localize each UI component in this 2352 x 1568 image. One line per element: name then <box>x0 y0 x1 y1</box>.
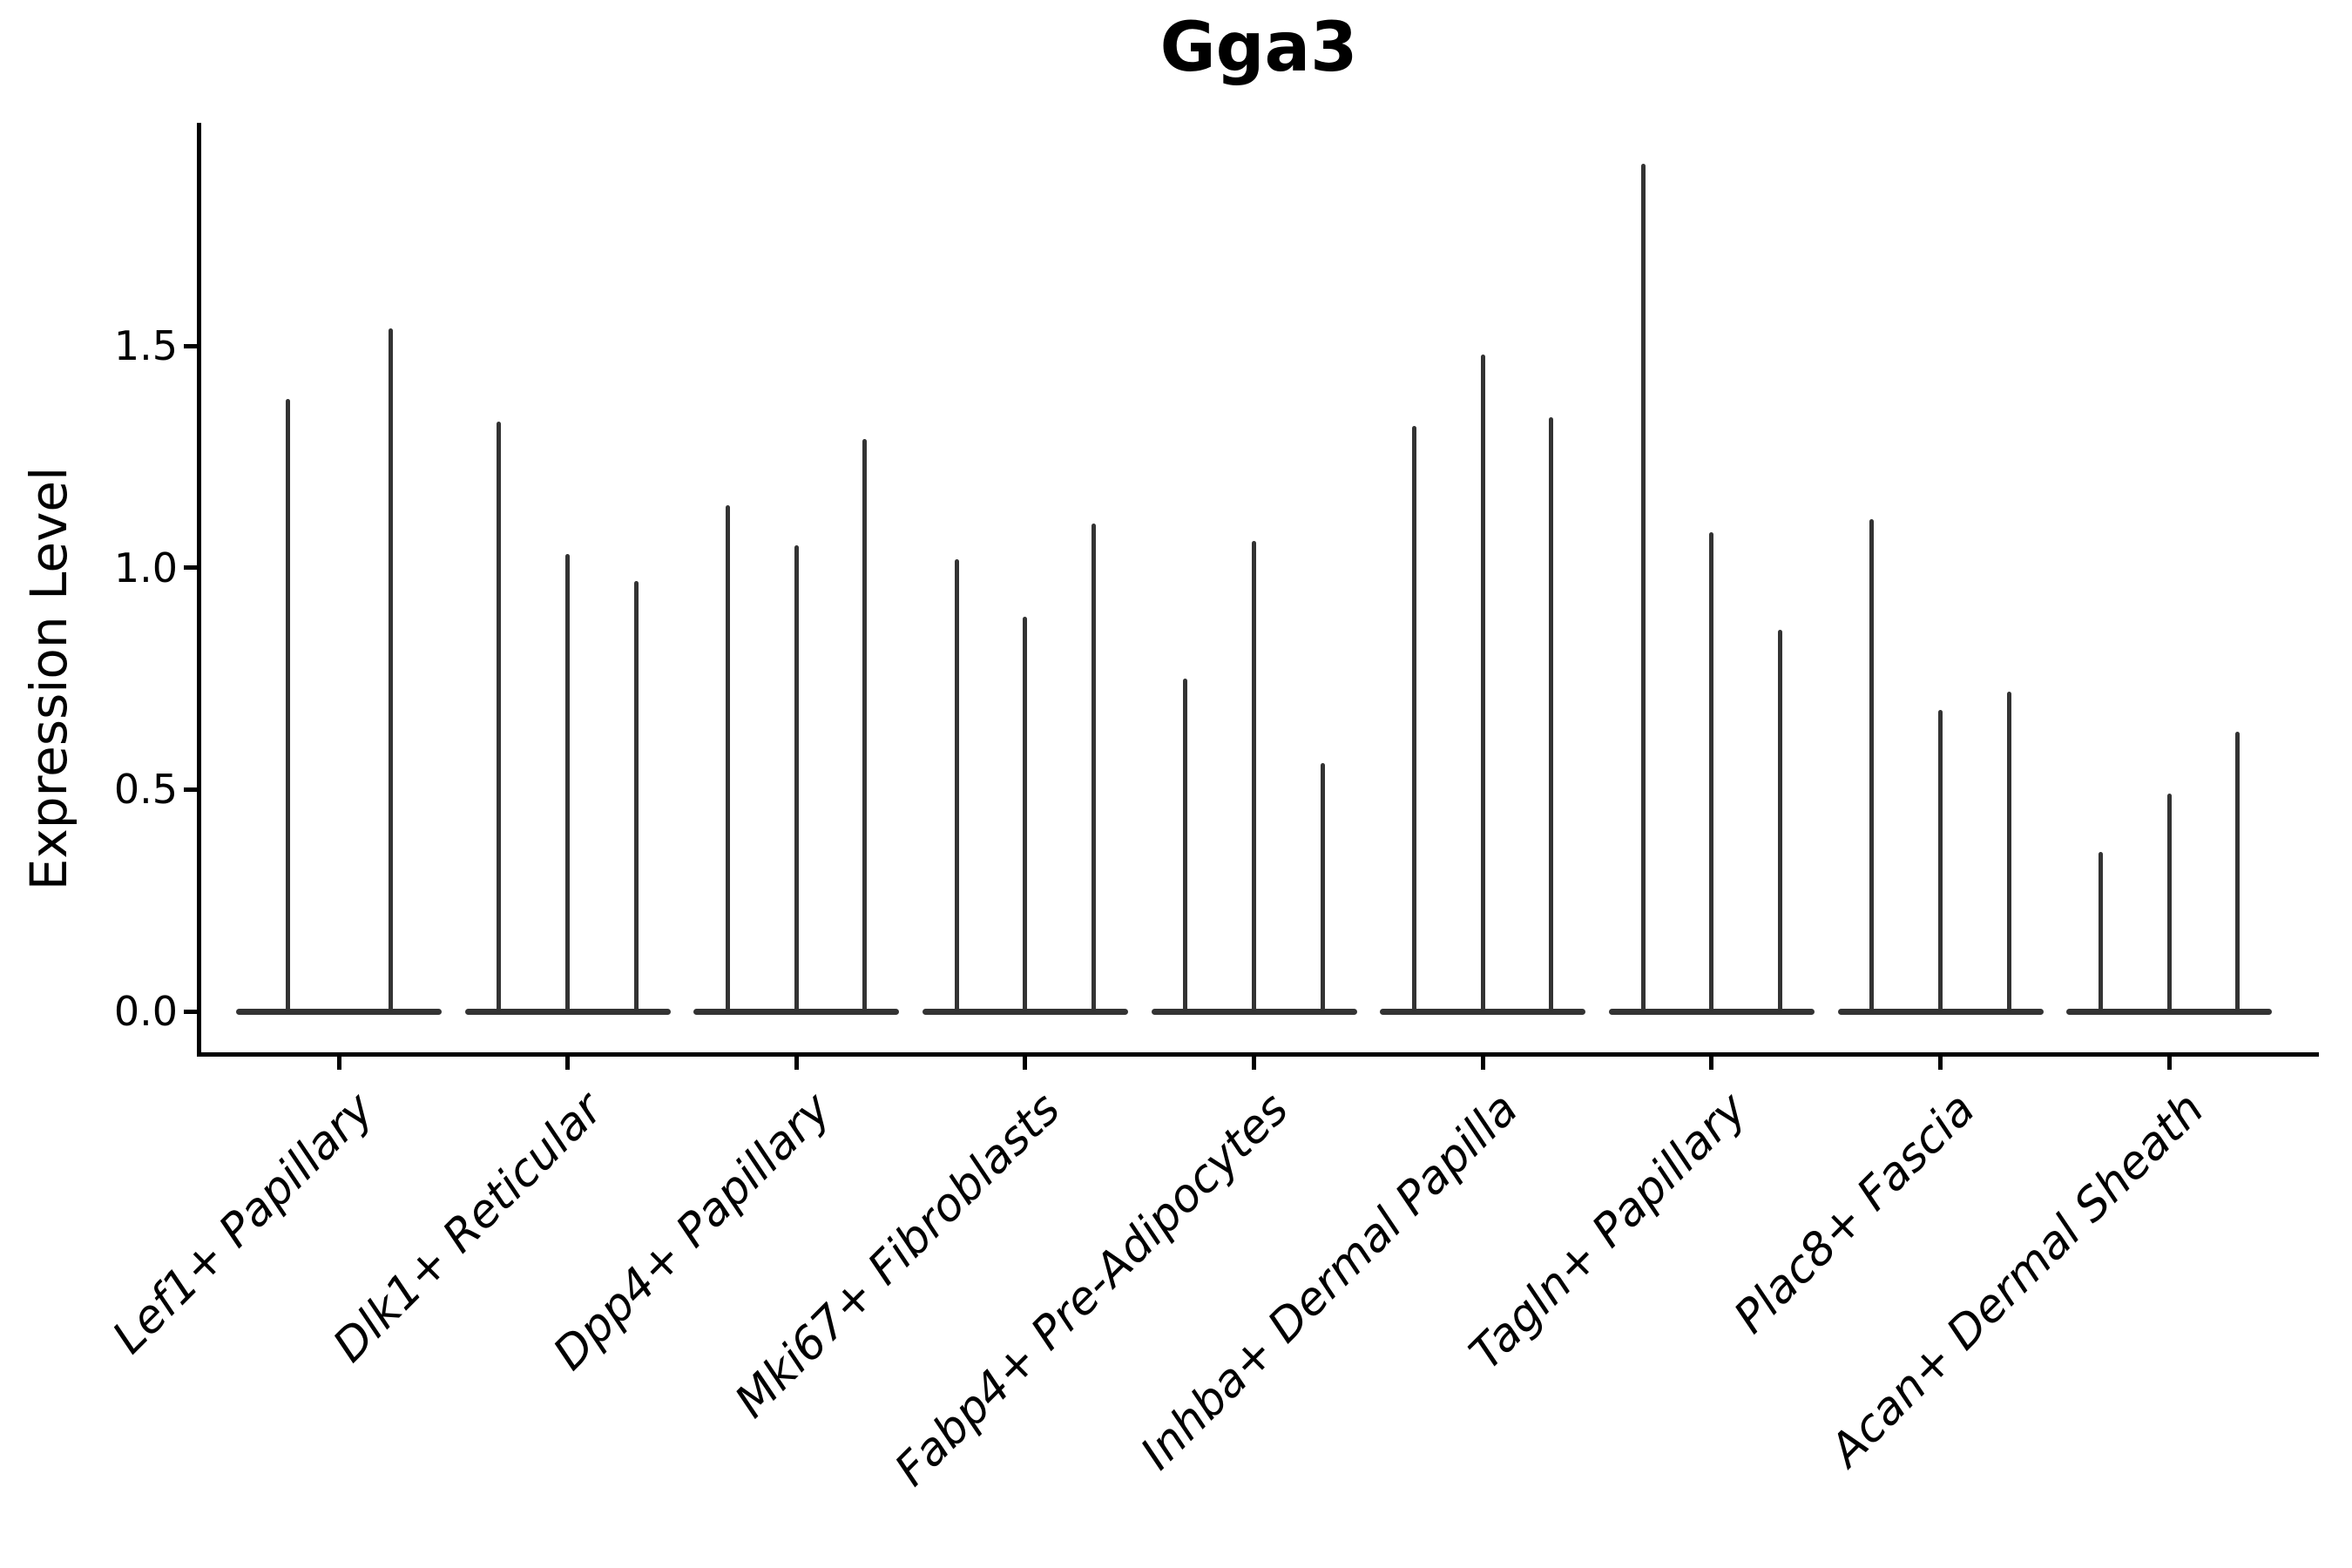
violin-spike <box>1480 355 1485 1015</box>
violin-spike <box>1252 541 1257 1015</box>
violin-spike <box>565 554 571 1015</box>
violin-spike <box>1778 630 1783 1015</box>
violin-spike <box>1938 709 1943 1015</box>
y-tick <box>184 343 198 348</box>
violin-spike <box>1640 164 1646 1015</box>
violin-spike <box>497 421 502 1015</box>
violin-spike <box>1320 762 1325 1015</box>
violin-spike <box>2006 692 2011 1015</box>
x-axis-category-label: Acan+ Dermal Sheath <box>1820 1083 2214 1477</box>
y-tick-label: 0.0 <box>113 988 178 1035</box>
violin-spike <box>1023 616 1028 1015</box>
x-tick <box>565 1057 571 1070</box>
violin-spike <box>2166 794 2172 1015</box>
violin-spike <box>388 328 393 1015</box>
y-tick <box>184 1009 198 1014</box>
violin-spike <box>1709 531 1714 1015</box>
x-tick <box>336 1057 341 1070</box>
x-tick <box>1709 1057 1714 1070</box>
violin-spike <box>862 439 868 1015</box>
violin-baseline <box>236 1008 442 1015</box>
chart-title: Gga3 <box>1159 9 1358 87</box>
y-tick <box>184 787 198 792</box>
x-tick <box>1480 1057 1485 1070</box>
violin-spike <box>633 580 639 1015</box>
x-axis-category-label: Fabp4+ Pre-Adipocytes <box>885 1083 1300 1497</box>
x-tick <box>1023 1057 1028 1070</box>
x-axis-category-label: Inhba+ Dermal Papilla <box>1131 1083 1528 1480</box>
violin-spike <box>1092 523 1097 1015</box>
y-tick <box>184 565 198 571</box>
violin-spike <box>726 505 731 1015</box>
violin-spike <box>954 558 959 1015</box>
y-axis-label: Expression Level <box>19 466 78 891</box>
y-axis-spine <box>197 123 201 1057</box>
x-tick <box>1938 1057 1943 1070</box>
violin-spike <box>2235 732 2240 1015</box>
x-axis-spine <box>197 1052 2319 1057</box>
violin-spike <box>1183 679 1188 1015</box>
y-tick-label: 1.5 <box>113 322 178 370</box>
violin-spike <box>1412 425 1417 1015</box>
x-tick <box>794 1057 799 1070</box>
x-tick <box>1252 1057 1257 1070</box>
violin-spike <box>285 399 290 1015</box>
x-axis-category-label: Plac8+ Fascia <box>1724 1083 1986 1344</box>
violin-spike <box>1549 416 1554 1015</box>
violin-spike <box>2099 851 2104 1015</box>
violin-spike <box>794 545 799 1015</box>
y-tick-label: 1.0 <box>113 544 178 591</box>
violin-spike <box>1869 518 1875 1015</box>
y-tick-label: 0.5 <box>113 766 178 814</box>
x-tick <box>2166 1057 2172 1070</box>
